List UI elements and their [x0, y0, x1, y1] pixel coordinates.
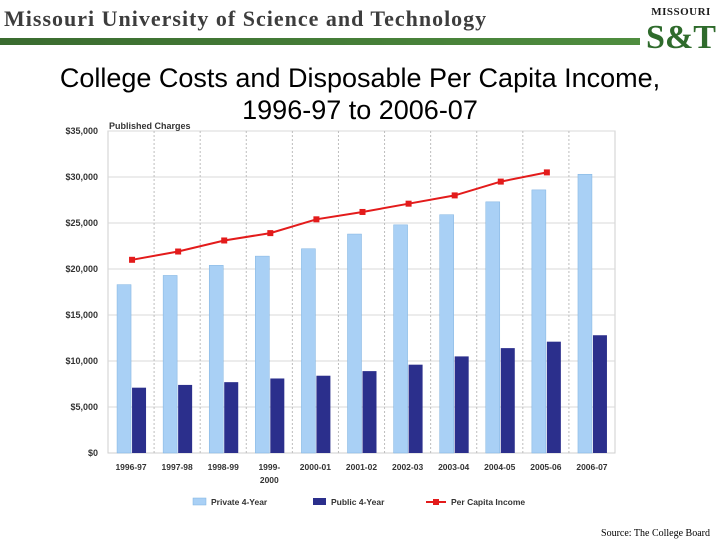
bar-private-4-year	[301, 248, 316, 454]
y-tick-label: $10,000	[65, 356, 98, 366]
legend-label-public: Public 4-Year	[331, 497, 385, 507]
bar-private-4-year	[162, 275, 178, 454]
point-per-capita-income	[451, 192, 458, 199]
source-note: Source: The College Board	[601, 528, 710, 539]
bar-public-4-year	[362, 371, 377, 453]
logo-top-text: MISSOURI	[651, 6, 711, 18]
bar-private-4-year	[255, 255, 270, 454]
university-logo: MISSOURI S&T	[646, 6, 716, 62]
y-axis-label: Published Charges	[109, 121, 191, 131]
point-per-capita-income	[129, 256, 136, 263]
bar-private-4-year	[347, 233, 362, 454]
x-tick-label: 1997-98	[162, 462, 193, 472]
university-name: Missouri University of Science and Techn…	[4, 6, 488, 31]
x-tick-label: 2003-04	[438, 462, 469, 472]
x-tick-label: 1996-97	[115, 462, 146, 472]
bar-private-4-year	[439, 214, 454, 454]
y-tick-label: $30,000	[65, 172, 98, 182]
bar-public-4-year	[592, 335, 607, 453]
point-per-capita-income	[313, 216, 320, 223]
point-per-capita-income	[359, 208, 366, 215]
legend-swatch-public	[313, 498, 326, 505]
bar-private-4-year	[116, 284, 132, 454]
y-tick-label: $25,000	[65, 218, 98, 228]
bar-private-4-year	[577, 173, 593, 454]
legend-marker-income	[433, 499, 439, 505]
bar-public-4-year	[408, 364, 423, 453]
x-tick-label: 1999-	[258, 462, 280, 472]
bar-private-4-year	[393, 224, 408, 454]
x-tick-label: 2002-03	[392, 462, 423, 472]
y-tick-label: $5,000	[70, 402, 98, 412]
point-per-capita-income	[267, 230, 274, 237]
point-per-capita-income	[221, 237, 228, 244]
bar-public-4-year	[500, 348, 515, 453]
y-tick-label: $20,000	[65, 264, 98, 274]
x-tick-label: 2001-02	[346, 462, 377, 472]
legend-swatch-private	[192, 497, 207, 506]
bar-public-4-year	[224, 382, 239, 453]
y-tick-label: $0	[88, 448, 98, 458]
legend-label-private: Private 4-Year	[211, 497, 268, 507]
bar-public-4-year	[546, 341, 561, 453]
x-tick-label: 2006-07	[576, 462, 607, 472]
bar-public-4-year	[316, 375, 331, 453]
line-per-capita-income	[131, 171, 548, 261]
point-per-capita-income	[405, 200, 412, 207]
point-per-capita-income	[175, 248, 182, 255]
x-tick-label: 2004-05	[484, 462, 515, 472]
bar-public-4-year	[270, 378, 285, 453]
point-per-capita-income	[543, 169, 550, 176]
bar-private-4-year	[531, 189, 547, 454]
header: Missouri University of Science and Techn…	[0, 0, 720, 58]
y-tick-label: $35,000	[65, 126, 98, 136]
point-per-capita-income	[497, 178, 504, 185]
bar-public-4-year	[454, 356, 469, 453]
logo-mark: S&T	[646, 19, 716, 56]
legend-label-income: Per Capita Income	[451, 497, 525, 507]
bar-private-4-year	[485, 201, 501, 454]
y-tick-label: $15,000	[65, 310, 98, 320]
bar-public-4-year	[178, 384, 193, 453]
slide-title: College Costs and Disposable Per Capita …	[59, 63, 661, 125]
bar-public-4-year	[132, 387, 147, 453]
x-tick-label: 2000	[260, 475, 279, 485]
x-tick-label: 2005-06	[530, 462, 561, 472]
bar-private-4-year	[208, 265, 224, 454]
x-tick-label: 2000-01	[300, 462, 331, 472]
x-tick-label: 1998-99	[208, 462, 239, 472]
header-green-bar	[0, 38, 640, 45]
